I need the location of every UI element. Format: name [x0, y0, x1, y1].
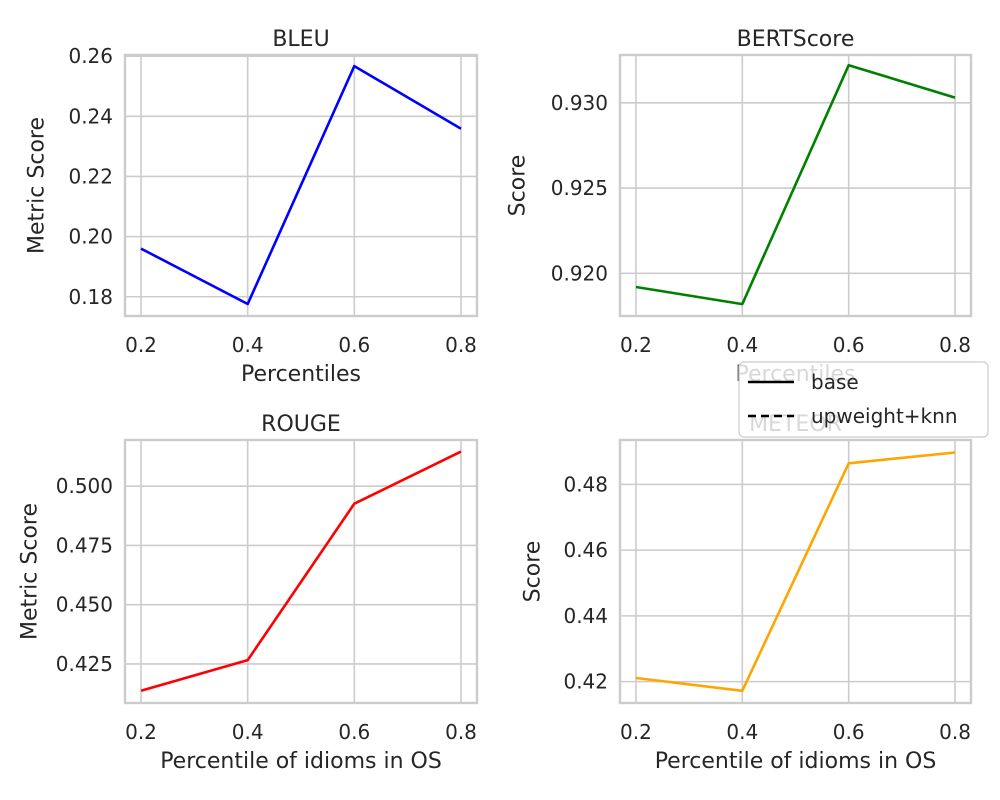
y-tick-label: 0.18: [68, 285, 113, 309]
gridlines: [125, 55, 477, 316]
x-tick-label: 0.2: [125, 333, 157, 357]
plot-frame: [618, 53, 973, 318]
y-tick-label: 0.20: [68, 225, 113, 249]
y-axis-label: Metric Score: [25, 117, 50, 254]
legend-box: [738, 361, 989, 438]
subplot-title: ROUGE: [261, 412, 341, 437]
x-tick-label: 0.2: [620, 720, 652, 744]
x-tick-label: 0.4: [726, 720, 758, 744]
subplot-bleu: 0.2 0.4 0.6 0.8 0.18 0.20 0.22 0.24 0.26 Percenti…: [25, 27, 479, 387]
series-line-base: [140, 450, 462, 692]
legend: base upweight+knn: [738, 361, 989, 438]
subplot-title: BERTScore: [737, 27, 855, 52]
x-tick-label: 0.4: [726, 333, 758, 357]
x-tick-label: 0.6: [833, 333, 865, 357]
y-axis-label: Metric Score: [18, 503, 43, 640]
y-tick-label: 0.920: [551, 261, 608, 285]
legend-label: base: [811, 370, 859, 394]
gridlines: [620, 55, 971, 316]
x-tick-label: 0.8: [445, 333, 477, 357]
y-tick-label: 0.425: [56, 652, 113, 676]
y-tick-label: 0.42: [563, 670, 608, 694]
y-tick-label: 0.450: [56, 593, 113, 617]
x-tick-label: 0.2: [620, 333, 652, 357]
x-axis-label: Percentiles: [241, 362, 361, 387]
subplot-rouge: 0.2 0.4 0.6 0.8 0.425 0.450 0.475 0.500 Percenti…: [18, 412, 479, 774]
series-line-base: [140, 64, 462, 306]
y-tick-label: 0.26: [68, 44, 113, 68]
y-axis-label: Score: [521, 541, 546, 603]
y-tick-label: 0.500: [56, 474, 113, 498]
y-axis-label: Score: [506, 155, 531, 217]
legend-label: upweight+knn: [811, 404, 958, 428]
gridlines: [620, 440, 971, 703]
x-tick-label: 0.8: [445, 720, 477, 744]
y-tick-label: 0.46: [563, 538, 608, 562]
y-tick-label: 0.24: [68, 104, 113, 128]
x-tick-label: 0.8: [939, 333, 971, 357]
series-line-base: [635, 63, 956, 306]
x-tick-label: 0.6: [338, 333, 370, 357]
series-line-base: [635, 451, 956, 693]
subplot-meteor: 0.2 0.4 0.6 0.8 0.42 0.44 0.46 0.48 Percentile o…: [521, 412, 973, 774]
y-tick-label: 0.22: [68, 164, 113, 188]
x-tick-label: 0.2: [125, 720, 157, 744]
y-tick-label: 0.475: [56, 533, 113, 557]
y-tick-label: 0.44: [563, 604, 608, 628]
plot-frame: [618, 438, 973, 705]
x-tick-label: 0.4: [232, 333, 264, 357]
x-axis-label: Percentile of idioms in OS: [655, 749, 937, 774]
subplot-bertscore: 0.20.40.60.80.9200.9250.930PercentilesSc…: [506, 27, 973, 387]
x-tick-label: 0.6: [833, 720, 865, 744]
x-tick-label: 0.8: [939, 720, 971, 744]
y-tick-label: 0.930: [551, 91, 608, 115]
gridlines: [125, 440, 477, 703]
y-tick-label: 0.48: [563, 472, 608, 496]
plot-frame: [123, 438, 479, 705]
subplot-title: BLEU: [272, 27, 329, 52]
x-tick-label: 0.4: [232, 720, 264, 744]
plot-frame: [123, 53, 479, 318]
x-tick-label: 0.6: [338, 720, 370, 744]
y-tick-label: 0.925: [551, 176, 608, 200]
x-axis-label: Percentile of idioms in OS: [160, 749, 442, 774]
